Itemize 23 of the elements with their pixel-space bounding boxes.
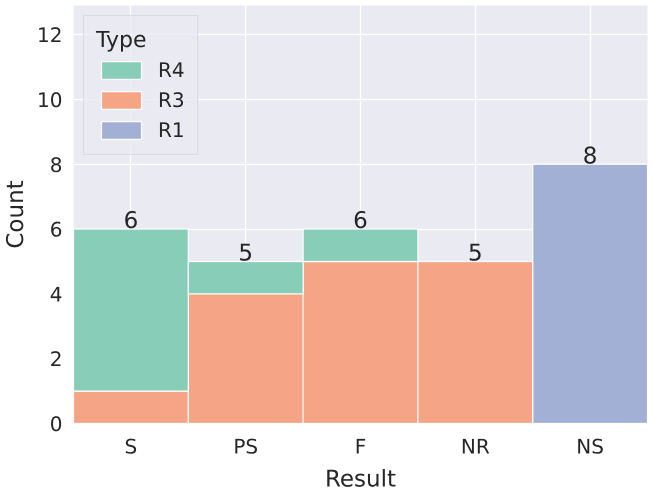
legend-label: R1 bbox=[158, 118, 185, 142]
total-label: 6 bbox=[353, 208, 368, 234]
legend-label: R3 bbox=[158, 88, 185, 112]
x-axis-title: Result bbox=[324, 466, 396, 492]
x-tick-label: F bbox=[354, 434, 366, 458]
y-tick-label: 6 bbox=[50, 218, 63, 242]
x-tick-label: S bbox=[124, 434, 138, 458]
total-label: 8 bbox=[582, 143, 598, 170]
y-tick-label: 10 bbox=[37, 88, 63, 112]
y-tick-label: 4 bbox=[50, 282, 63, 306]
x-tick-label: NR bbox=[460, 434, 490, 458]
total-label: 5 bbox=[238, 240, 254, 266]
y-tick-label: 8 bbox=[50, 152, 63, 177]
total-label: 6 bbox=[124, 208, 138, 234]
x-tick-label: PS bbox=[233, 434, 258, 458]
y-tick-label: 2 bbox=[50, 347, 63, 372]
y-tick-label: 12 bbox=[37, 23, 63, 48]
total-label: 5 bbox=[468, 240, 483, 266]
x-tick-label: NS bbox=[576, 434, 604, 458]
y-axis-title: Count bbox=[3, 180, 30, 249]
legend-title: Type bbox=[96, 28, 148, 53]
y-tick-label: 0 bbox=[50, 412, 63, 436]
legend-label: R4 bbox=[158, 58, 185, 82]
